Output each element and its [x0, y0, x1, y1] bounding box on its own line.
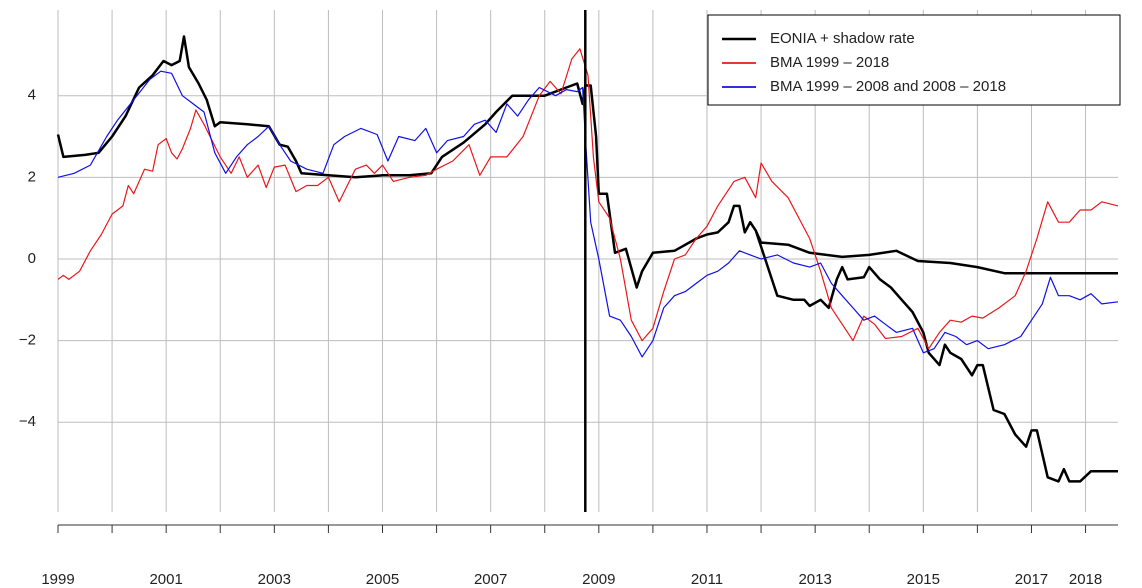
legend-box: [707, 14, 1121, 106]
y-tick-label: 4: [28, 87, 36, 104]
x-tick-label: 2009: [582, 571, 615, 588]
x-tick-label: 2017: [1015, 571, 1048, 588]
y-tick-label: 0: [28, 250, 36, 267]
y-tick-label: 2: [28, 168, 36, 185]
x-tick-label: 2015: [907, 571, 940, 588]
x-tick-label: 2003: [258, 571, 291, 588]
x-tick-label: 2013: [798, 571, 831, 588]
data-line: [57, 48, 1119, 350]
data-line: [57, 70, 1119, 358]
x-tick-label: 2018: [1069, 571, 1102, 588]
legend-label: BMA 1999 – 2008 and 2008 – 2018: [770, 78, 1006, 95]
x-tick-label: 2001: [149, 571, 182, 588]
y-tick-label: −2: [19, 332, 36, 349]
x-tick-label: 2005: [366, 571, 399, 588]
data-line: [56, 35, 1118, 483]
legend-label: EONIA + shadow rate: [770, 30, 915, 47]
x-tick-label: 2011: [691, 571, 723, 588]
x-tick-label: 1999: [41, 571, 74, 588]
legend-label: BMA 1999 – 2018: [770, 54, 889, 71]
y-tick-label: −4: [19, 413, 36, 430]
x-tick-label: 2007: [474, 571, 507, 588]
